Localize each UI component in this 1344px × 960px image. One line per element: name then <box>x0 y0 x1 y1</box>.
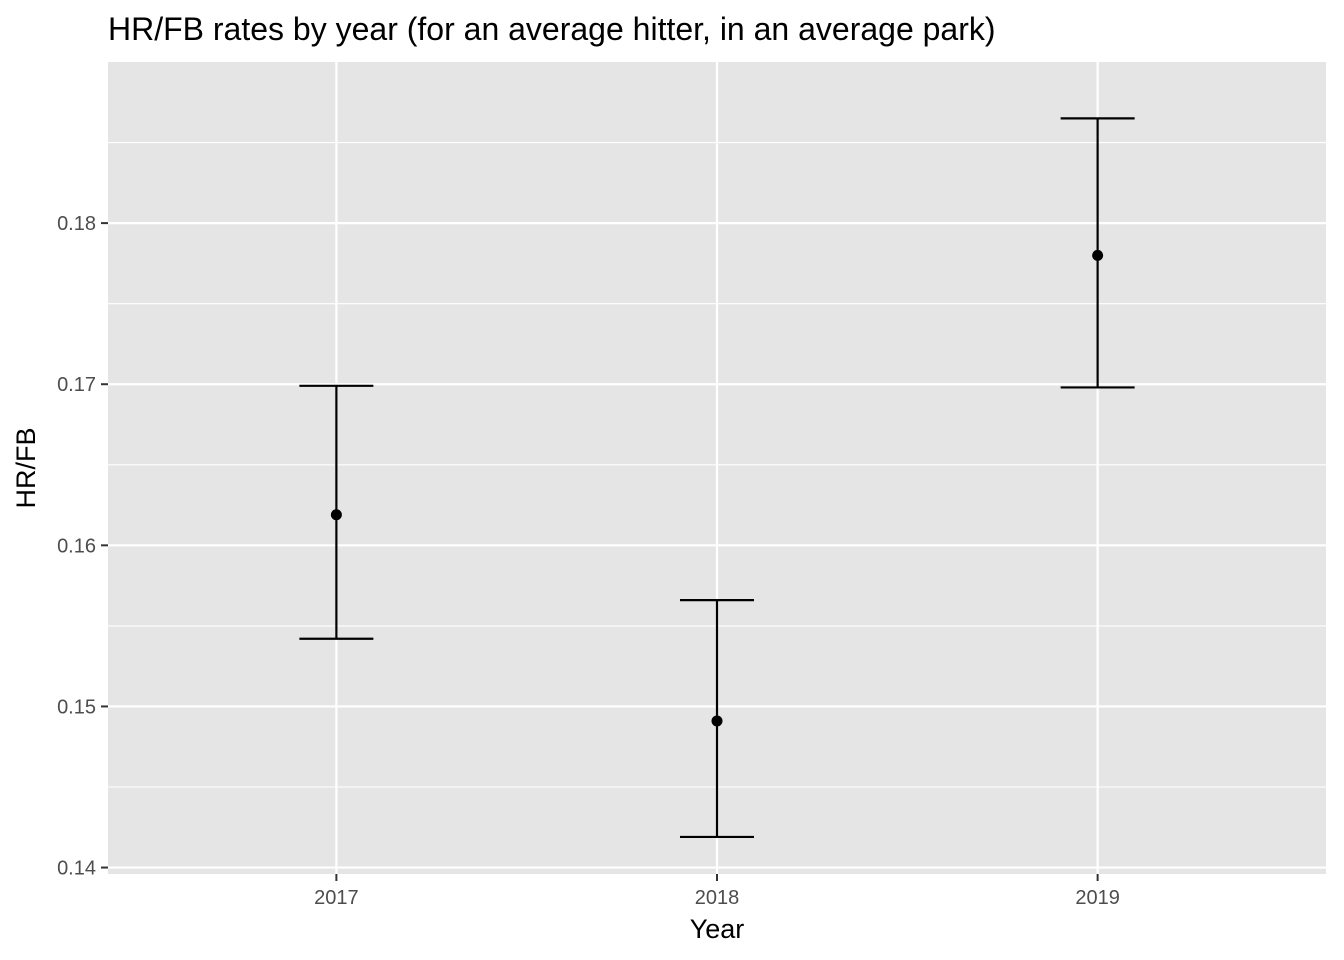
y-tick-label: 0.18 <box>57 213 96 235</box>
x-axis: 2017 2018 2019 <box>314 874 1120 909</box>
x-axis-title: Year <box>690 914 745 944</box>
x-tick-label: 2017 <box>314 887 359 909</box>
y-tick-label: 0.17 <box>57 374 96 396</box>
data-point <box>1092 249 1104 261</box>
point-group <box>330 249 1104 727</box>
y-tick-label: 0.15 <box>57 696 96 718</box>
chart-title: HR/FB rates by year (for an average hitt… <box>108 11 996 47</box>
x-tick-label: 2018 <box>695 887 740 909</box>
data-point <box>711 715 723 727</box>
y-axis-title: HR/FB <box>11 428 41 509</box>
y-axis: 0.14 0.15 0.16 0.17 0.18 <box>57 213 108 880</box>
y-tick-label: 0.16 <box>57 535 96 557</box>
x-tick-label: 2019 <box>1075 887 1120 909</box>
data-point <box>330 509 342 521</box>
y-tick-label: 0.14 <box>57 858 96 880</box>
